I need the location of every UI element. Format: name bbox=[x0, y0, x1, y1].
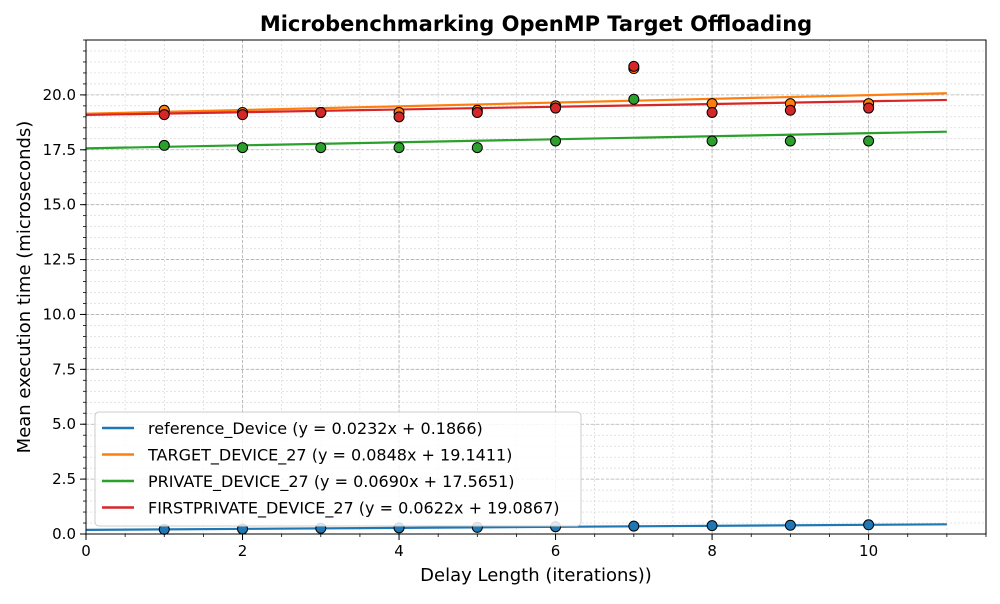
data-point-FIRSTPRIVATE_DEVICE_27 bbox=[706, 106, 718, 118]
data-point-PRIVATE_DEVICE_27 bbox=[628, 93, 640, 105]
data-point-FIRSTPRIVATE_DEVICE_27 bbox=[628, 60, 640, 72]
data-point-FIRSTPRIVATE_DEVICE_27 bbox=[393, 111, 405, 123]
data-point-PRIVATE_DEVICE_27 bbox=[315, 142, 327, 154]
x-axis-label: Delay Length (iterations)) bbox=[420, 565, 652, 586]
x-tick-label: 6 bbox=[551, 542, 561, 560]
y-tick-label: 2.5 bbox=[52, 470, 76, 488]
data-point-PRIVATE_DEVICE_27 bbox=[471, 142, 483, 154]
fit-line-FIRSTPRIVATE_DEVICE_27 bbox=[85, 98, 947, 117]
fit-lines bbox=[85, 92, 947, 532]
axis-ticks: 0 2 4 6 8 10 0.0 2.5 5.0 7.5 10.0 12.5 15.0 17.5 20.0 bbox=[43, 39, 987, 560]
legend-box bbox=[94, 411, 582, 527]
data-point-FIRSTPRIVATE_DEVICE_27 bbox=[158, 109, 170, 121]
x-tick-label: 10 bbox=[859, 542, 878, 560]
plot-frame bbox=[85, 39, 987, 535]
x-tick-label: 2 bbox=[238, 542, 248, 560]
data-point-FIRSTPRIVATE_DEVICE_27 bbox=[784, 104, 796, 116]
legend: reference_Device (y = 0.0232x + 0.1866) T… bbox=[94, 411, 582, 527]
x-tick-label: 4 bbox=[394, 542, 404, 560]
x-tick-label: 8 bbox=[707, 542, 717, 560]
y-tick-label: 17.5 bbox=[43, 141, 76, 159]
data-point-FIRSTPRIVATE_DEVICE_27 bbox=[237, 109, 249, 121]
y-tick-label: 10.0 bbox=[43, 305, 76, 323]
data-point-reference_Device bbox=[628, 520, 640, 532]
fit-line-PRIVATE_DEVICE_27 bbox=[85, 130, 947, 150]
data-point-PRIVATE_DEVICE_27 bbox=[863, 135, 875, 147]
y-axis-label: Mean execution time (microseconds) bbox=[14, 121, 35, 454]
data-point-FIRSTPRIVATE_DEVICE_27 bbox=[863, 102, 875, 114]
y-tick-label: 15.0 bbox=[43, 196, 76, 214]
data-point-PRIVATE_DEVICE_27 bbox=[158, 139, 170, 151]
data-point-FIRSTPRIVATE_DEVICE_27 bbox=[471, 106, 483, 118]
fit-line-reference_Device bbox=[85, 523, 947, 532]
y-tick-label: 0.0 bbox=[52, 525, 76, 543]
data-point-PRIVATE_DEVICE_27 bbox=[550, 135, 562, 147]
fit-line-TARGET_DEVICE_27 bbox=[85, 92, 947, 115]
legend-label-reference_Device: reference_Device (y = 0.0232x + 0.1866) bbox=[148, 419, 483, 439]
data-point-PRIVATE_DEVICE_27 bbox=[393, 142, 405, 154]
data-point-PRIVATE_DEVICE_27 bbox=[784, 135, 796, 147]
chart-title: Microbenchmarking OpenMP Target Offloadi… bbox=[260, 12, 812, 36]
y-tick-label: 12.5 bbox=[43, 251, 76, 269]
legend-label-TARGET_DEVICE_27: TARGET_DEVICE_27 (y = 0.0848x + 19.1411) bbox=[147, 446, 512, 466]
y-tick-label: 5.0 bbox=[52, 415, 76, 433]
x-tick-label: 0 bbox=[81, 542, 91, 560]
data-point-reference_Device bbox=[706, 520, 718, 532]
data-point-FIRSTPRIVATE_DEVICE_27 bbox=[315, 106, 327, 118]
legend-label-PRIVATE_DEVICE_27: PRIVATE_DEVICE_27 (y = 0.0690x + 17.5651… bbox=[148, 472, 515, 492]
data-point-reference_Device bbox=[863, 519, 875, 531]
data-point-FIRSTPRIVATE_DEVICE_27 bbox=[550, 102, 562, 114]
legend-label-FIRSTPRIVATE_DEVICE_27: FIRSTPRIVATE_DEVICE_27 (y = 0.0622x + 19… bbox=[148, 499, 560, 519]
data-point-reference_Device bbox=[784, 519, 796, 531]
data-point-PRIVATE_DEVICE_27 bbox=[237, 142, 249, 154]
y-tick-label: 20.0 bbox=[43, 86, 76, 104]
data-point-PRIVATE_DEVICE_27 bbox=[706, 135, 718, 147]
y-tick-label: 7.5 bbox=[52, 360, 76, 378]
